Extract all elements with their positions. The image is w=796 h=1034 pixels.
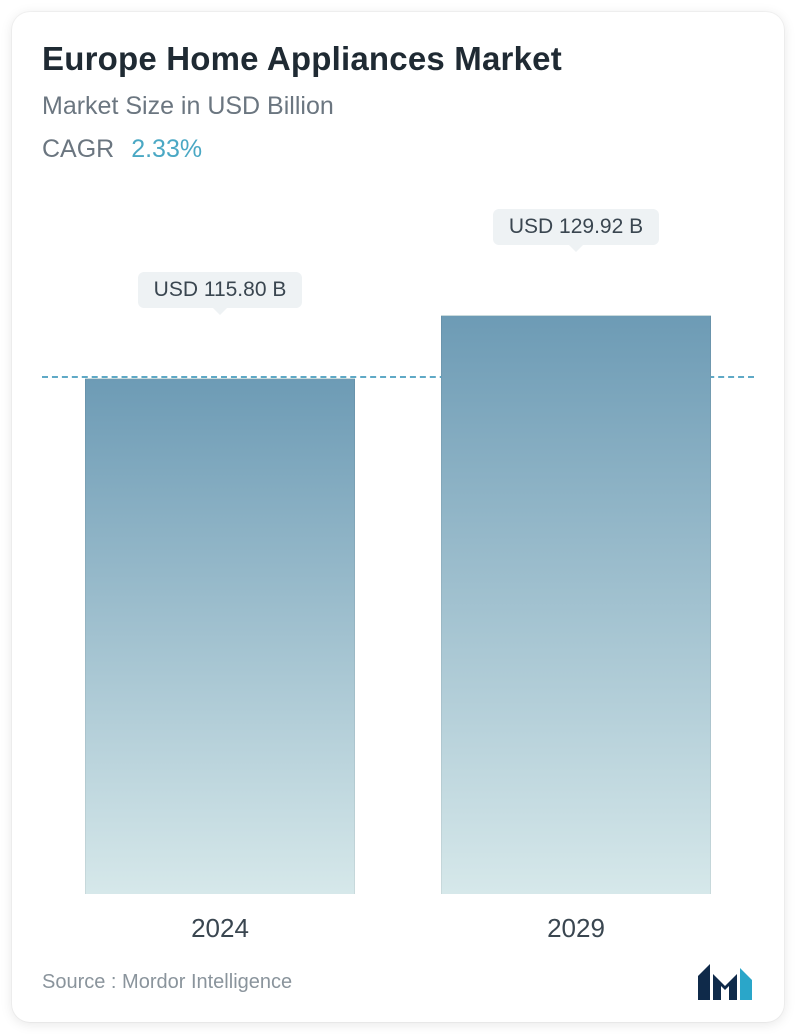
chart-title: Europe Home Appliances Market — [42, 40, 754, 78]
bars-container: USD 115.80 B USD 129.92 B — [42, 248, 754, 894]
value-pill: USD 129.92 B — [493, 209, 659, 245]
x-label: 2029 — [398, 913, 754, 944]
value-label: USD 115.80 B — [138, 272, 303, 325]
chart-subtitle: Market Size in USD Billion — [42, 92, 754, 121]
cagr-value: 2.33% — [131, 135, 202, 163]
bar-chart: USD 115.80 B USD 129.92 B — [42, 248, 754, 894]
bar-slot: USD 115.80 B — [42, 248, 398, 894]
value-label: USD 129.92 B — [493, 209, 659, 262]
bar — [85, 378, 355, 894]
chart-card: Europe Home Appliances Market Market Siz… — [12, 12, 784, 1022]
value-pointer-icon — [212, 307, 228, 315]
source-text: Source : Mordor Intelligence — [42, 971, 292, 994]
bar — [441, 315, 711, 894]
value-pill: USD 115.80 B — [138, 272, 303, 308]
x-axis-labels: 2024 2029 — [42, 913, 754, 944]
bar-slot: USD 129.92 B — [398, 248, 754, 894]
chart-footer: Source : Mordor Intelligence — [42, 962, 754, 1002]
cagr-row: CAGR 2.33% — [42, 135, 754, 164]
brand-logo-icon — [696, 962, 754, 1002]
x-label: 2024 — [42, 913, 398, 944]
cagr-label: CAGR — [42, 135, 114, 163]
value-pointer-icon — [568, 244, 584, 252]
